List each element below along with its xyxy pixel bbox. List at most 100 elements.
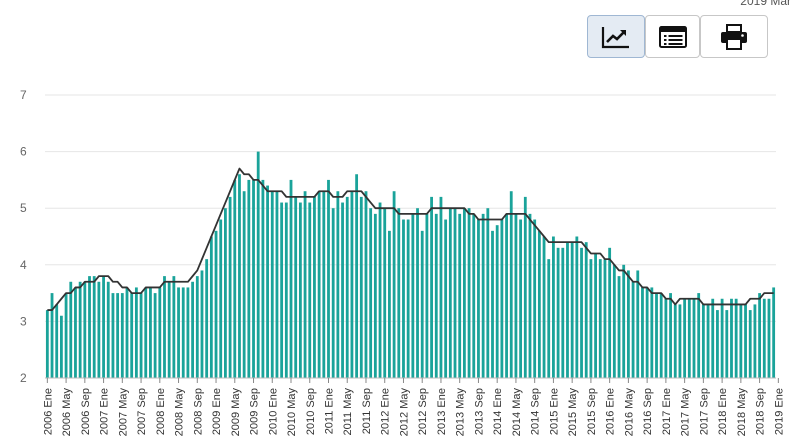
bar[interactable] <box>716 310 719 378</box>
bar[interactable] <box>64 293 68 378</box>
bar[interactable] <box>753 304 757 378</box>
bar[interactable] <box>102 276 105 378</box>
bar[interactable] <box>195 276 199 378</box>
bar[interactable] <box>177 287 180 378</box>
bar[interactable] <box>495 225 499 378</box>
bar[interactable] <box>144 287 148 378</box>
bar[interactable] <box>612 264 616 378</box>
bar[interactable] <box>149 287 152 378</box>
bar[interactable] <box>388 230 391 378</box>
bar[interactable] <box>603 259 607 378</box>
bar[interactable] <box>252 179 255 378</box>
bar[interactable] <box>711 298 715 378</box>
bar[interactable] <box>462 208 466 378</box>
bar[interactable] <box>434 213 438 378</box>
bar[interactable] <box>678 304 682 378</box>
bar[interactable] <box>205 259 209 378</box>
bar[interactable] <box>673 304 677 378</box>
bar[interactable] <box>83 281 87 378</box>
bar[interactable] <box>772 287 776 378</box>
bar[interactable] <box>130 293 134 378</box>
bar[interactable] <box>425 213 429 378</box>
bar[interactable] <box>191 281 195 378</box>
bar[interactable] <box>575 236 579 379</box>
bar[interactable] <box>725 310 729 378</box>
bar[interactable] <box>266 185 269 378</box>
bar[interactable] <box>350 191 354 378</box>
bar[interactable] <box>664 298 668 378</box>
bar[interactable] <box>256 151 260 378</box>
bar[interactable] <box>88 276 91 378</box>
bar[interactable] <box>289 179 293 378</box>
bar[interactable] <box>622 264 626 378</box>
bar[interactable] <box>45 310 49 378</box>
bar[interactable] <box>331 208 335 378</box>
bar[interactable] <box>345 196 349 378</box>
bar[interactable] <box>341 202 344 378</box>
bar[interactable] <box>758 293 761 378</box>
bar[interactable] <box>200 270 204 378</box>
bar[interactable] <box>59 315 63 378</box>
bar[interactable] <box>594 253 597 378</box>
table-view-button[interactable] <box>645 15 700 58</box>
bar[interactable] <box>570 242 574 378</box>
bar[interactable] <box>537 230 541 378</box>
print-button[interactable] <box>700 15 768 58</box>
bar[interactable] <box>439 196 443 378</box>
bar[interactable] <box>280 202 284 378</box>
bar[interactable] <box>308 202 312 378</box>
bar[interactable] <box>392 191 396 378</box>
bar[interactable] <box>730 298 733 378</box>
bar[interactable] <box>542 236 546 379</box>
bar[interactable] <box>402 219 405 378</box>
bar[interactable] <box>631 281 635 378</box>
bar[interactable] <box>219 219 223 378</box>
bar[interactable] <box>134 287 138 378</box>
bar[interactable] <box>528 213 532 378</box>
bar[interactable] <box>650 287 654 378</box>
bar[interactable] <box>706 304 710 378</box>
bar[interactable] <box>411 213 415 378</box>
bar[interactable] <box>533 219 537 378</box>
bar[interactable] <box>163 276 166 378</box>
bar[interactable] <box>181 287 185 378</box>
bar[interactable] <box>369 208 373 378</box>
bar[interactable] <box>519 219 523 378</box>
bar[interactable] <box>659 293 663 378</box>
bar[interactable] <box>739 304 743 378</box>
bar[interactable] <box>373 213 377 378</box>
bar[interactable] <box>561 247 565 378</box>
bar[interactable] <box>317 191 321 378</box>
bar[interactable] <box>687 298 691 378</box>
bar[interactable] <box>734 298 738 378</box>
bar[interactable] <box>556 247 560 378</box>
bar[interactable] <box>500 219 504 378</box>
bar[interactable] <box>486 208 490 378</box>
bar[interactable] <box>97 281 101 378</box>
bar[interactable] <box>406 219 410 378</box>
bar[interactable] <box>224 208 227 378</box>
bar[interactable] <box>598 259 602 378</box>
bar[interactable] <box>106 281 110 378</box>
bar[interactable] <box>566 242 569 378</box>
bar[interactable] <box>167 281 171 378</box>
bar[interactable] <box>111 293 115 378</box>
bar[interactable] <box>270 191 274 378</box>
bar[interactable] <box>284 202 288 378</box>
bar[interactable] <box>233 179 237 378</box>
bar[interactable] <box>477 219 480 378</box>
bar[interactable] <box>744 304 747 378</box>
bar[interactable] <box>448 208 452 378</box>
bar[interactable] <box>125 287 129 378</box>
bar[interactable] <box>430 196 433 378</box>
bar[interactable] <box>158 287 162 378</box>
bar[interactable] <box>116 293 120 378</box>
bar[interactable] <box>509 191 513 378</box>
bar[interactable] <box>720 298 724 378</box>
bar[interactable] <box>453 208 457 378</box>
bar[interactable] <box>589 259 593 378</box>
bar[interactable] <box>416 208 419 378</box>
bar[interactable] <box>617 276 621 378</box>
bar[interactable] <box>584 242 588 378</box>
bar[interactable] <box>303 191 307 378</box>
